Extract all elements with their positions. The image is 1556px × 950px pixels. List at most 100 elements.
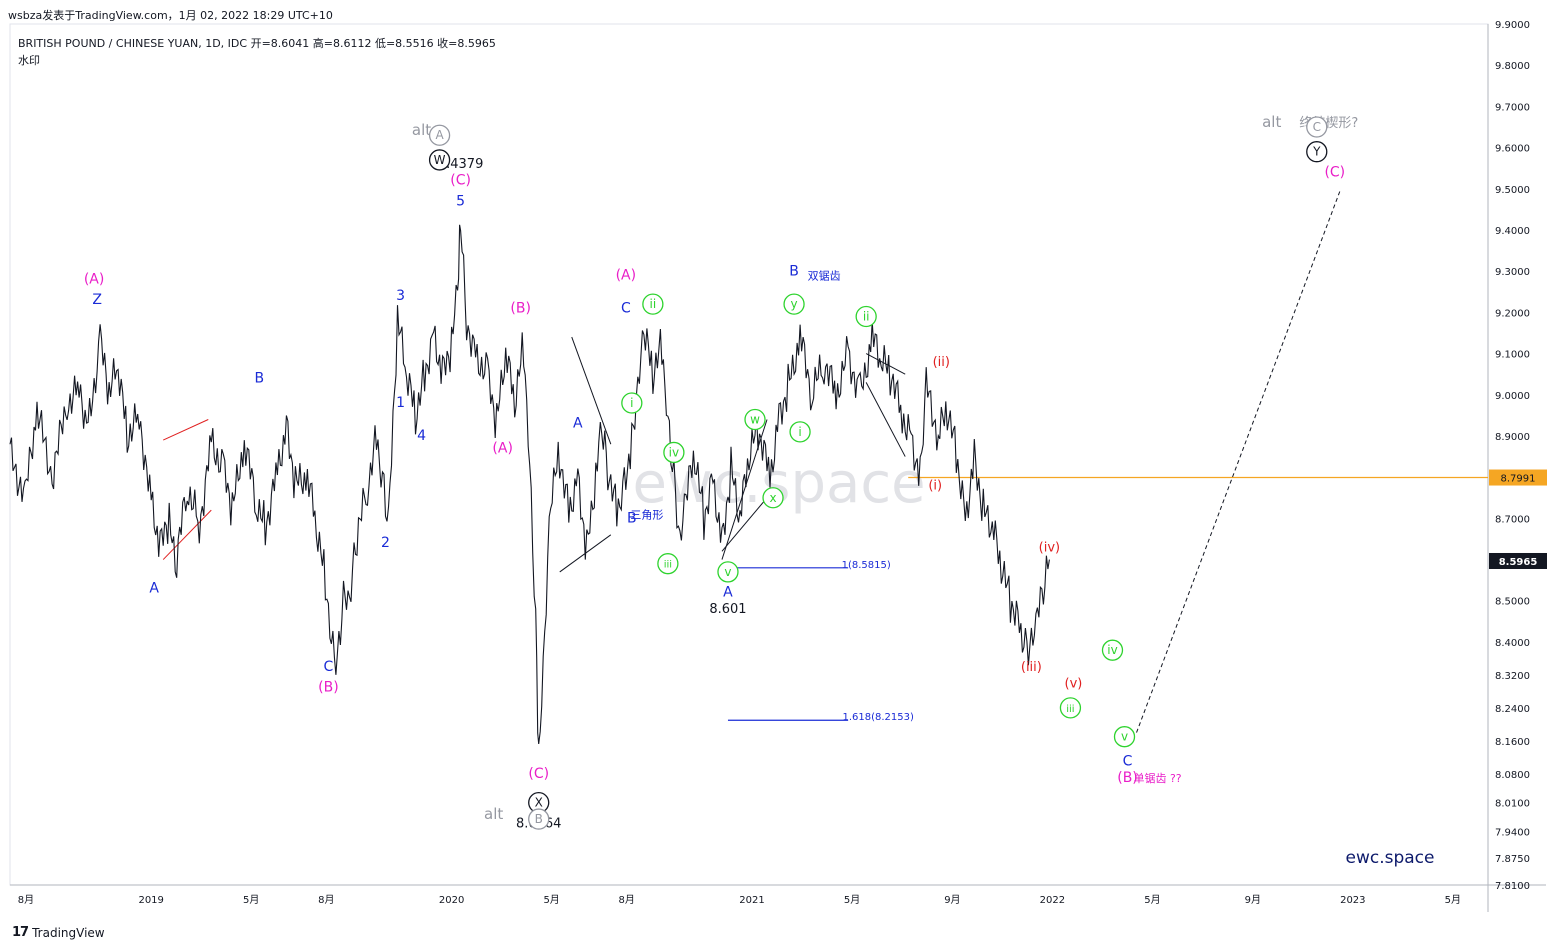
wave-circle — [717, 561, 739, 583]
wave-circle — [744, 408, 766, 431]
y-tick-label: 9.0000 — [1495, 391, 1530, 402]
circled-wave-label: i — [798, 425, 801, 439]
y-tick-label: 9.6000 — [1495, 144, 1530, 155]
circled-wave-label: iv — [1107, 643, 1117, 657]
price-series-line — [9, 224, 1050, 744]
wave-label: (C) — [1324, 164, 1345, 180]
wave-label: alt — [412, 121, 431, 139]
y-tick-label: 8.1600 — [1495, 737, 1530, 748]
circled-wave-label: ii — [650, 297, 657, 311]
circled-wave-label: i — [630, 396, 633, 410]
y-tick-label: 8.9000 — [1495, 432, 1530, 443]
x-tick-label: 5月 — [543, 894, 559, 906]
wave-label: 单锯齿 ?? — [1133, 771, 1181, 785]
wave-label: 三角形 — [630, 508, 663, 521]
wave-label: B — [255, 370, 265, 386]
wave-circle — [657, 553, 679, 575]
circled-wave-label: ii — [863, 309, 870, 323]
wave-label: 2 — [381, 535, 390, 551]
x-tick-label: 8月 — [619, 894, 635, 906]
x-tick-label: 5月 — [844, 894, 860, 906]
wave-label: B — [627, 510, 637, 526]
wave-circle — [663, 441, 685, 464]
wave-label: (i) — [928, 479, 942, 494]
wave-label: (B) — [510, 300, 531, 316]
wave-label: 8.601 — [709, 602, 746, 617]
y-tick-label: 9.9000 — [1495, 20, 1530, 31]
wave-circle — [789, 421, 811, 443]
y-tick-label: 8.0800 — [1495, 770, 1530, 781]
wave-label: (v) — [1065, 676, 1083, 691]
y-tick-label: 9.8000 — [1495, 61, 1530, 72]
wave-label: (B) — [1117, 770, 1138, 786]
wave-label: (iv) — [1039, 540, 1060, 555]
x-tick-label: 8月 — [318, 894, 334, 906]
wave-label: 3 — [396, 288, 405, 304]
wave-label: (A) — [616, 267, 637, 283]
wave-circle — [621, 392, 643, 414]
wave-label: C — [621, 300, 631, 316]
x-tick-label: 2021 — [739, 895, 764, 906]
circled-wave-label: iii — [664, 560, 672, 571]
y-tick-label: 8.3200 — [1495, 671, 1530, 682]
circled-wave-label: W — [434, 153, 446, 167]
y-tick-label: 8.4000 — [1495, 638, 1530, 649]
wave-label: alt — [484, 805, 503, 823]
wave-label: (C) — [528, 766, 549, 782]
wave-label: A — [149, 581, 159, 597]
wave-circle — [428, 124, 451, 146]
tradingview-logo-icon: 17 — [12, 925, 29, 940]
wave-label: (A) — [84, 272, 105, 288]
y-tick-label: 9.1000 — [1495, 350, 1530, 361]
x-tick-label: 2023 — [1340, 895, 1365, 906]
publish-line: wsbza发表于TradingView.com，1月 02, 2022 18:2… — [8, 9, 333, 22]
y-tick-label: 7.8750 — [1495, 854, 1530, 865]
y-tick-label: 7.9400 — [1495, 827, 1530, 838]
circled-wave-label: A — [435, 128, 444, 142]
projection-line — [1136, 188, 1342, 733]
x-tick-label: 9月 — [944, 894, 960, 906]
wave-label: A — [573, 416, 583, 432]
y-tick-label: 9.2000 — [1495, 308, 1530, 319]
wave-label: C — [1123, 754, 1133, 770]
y-tick-label: 8.2400 — [1495, 704, 1530, 715]
y-tick-label: 8.5000 — [1495, 597, 1530, 608]
x-tick-label: 9月 — [1245, 894, 1261, 906]
circled-wave-label: y — [791, 297, 798, 311]
last-price-bg — [1489, 552, 1547, 569]
wave-circle — [783, 293, 805, 315]
circled-wave-label: v — [1121, 730, 1128, 744]
wave-label: (ii) — [933, 355, 950, 370]
wave-label: 1 — [396, 395, 405, 411]
circled-wave-label: Y — [1312, 145, 1321, 159]
wave-label: C — [324, 659, 334, 675]
level-label: 8.7991 — [1501, 474, 1536, 485]
wave-label: (C) — [450, 173, 471, 189]
trend-line — [571, 336, 612, 445]
circled-wave-label: iii — [1066, 704, 1074, 715]
y-tick-label: 8.7000 — [1495, 514, 1530, 525]
y-tick-label: 7.8100 — [1495, 881, 1530, 892]
x-tick-label: 2022 — [1040, 895, 1065, 906]
y-tick-label: 9.3000 — [1495, 267, 1530, 278]
wave-circle — [428, 149, 451, 171]
wave-circle — [762, 487, 784, 509]
wave-circle — [1306, 116, 1328, 138]
trend-line — [162, 509, 212, 560]
last-price-label: 8.5965 — [1499, 557, 1538, 568]
wave-label: alt — [1262, 113, 1281, 131]
level-label-bg — [1489, 469, 1547, 486]
y-tick-label: 8.0100 — [1495, 799, 1530, 810]
trend-line — [865, 382, 906, 457]
x-tick-label: 5月 — [243, 894, 259, 906]
y-tick-label: 9.7000 — [1495, 102, 1530, 113]
ewc-brand: ewc.space — [1346, 848, 1435, 868]
circled-wave-label: v — [724, 565, 731, 579]
symbol-line[interactable]: BRITISH POUND / CHINESE YUAN, 1D, IDC 开=… — [18, 37, 496, 50]
tradingview-footer[interactable]: 17 TradingView — [12, 925, 105, 940]
wave-circle — [1306, 141, 1328, 163]
circled-wave-label: C — [1313, 120, 1321, 134]
wave-label: (iii) — [1021, 660, 1042, 675]
